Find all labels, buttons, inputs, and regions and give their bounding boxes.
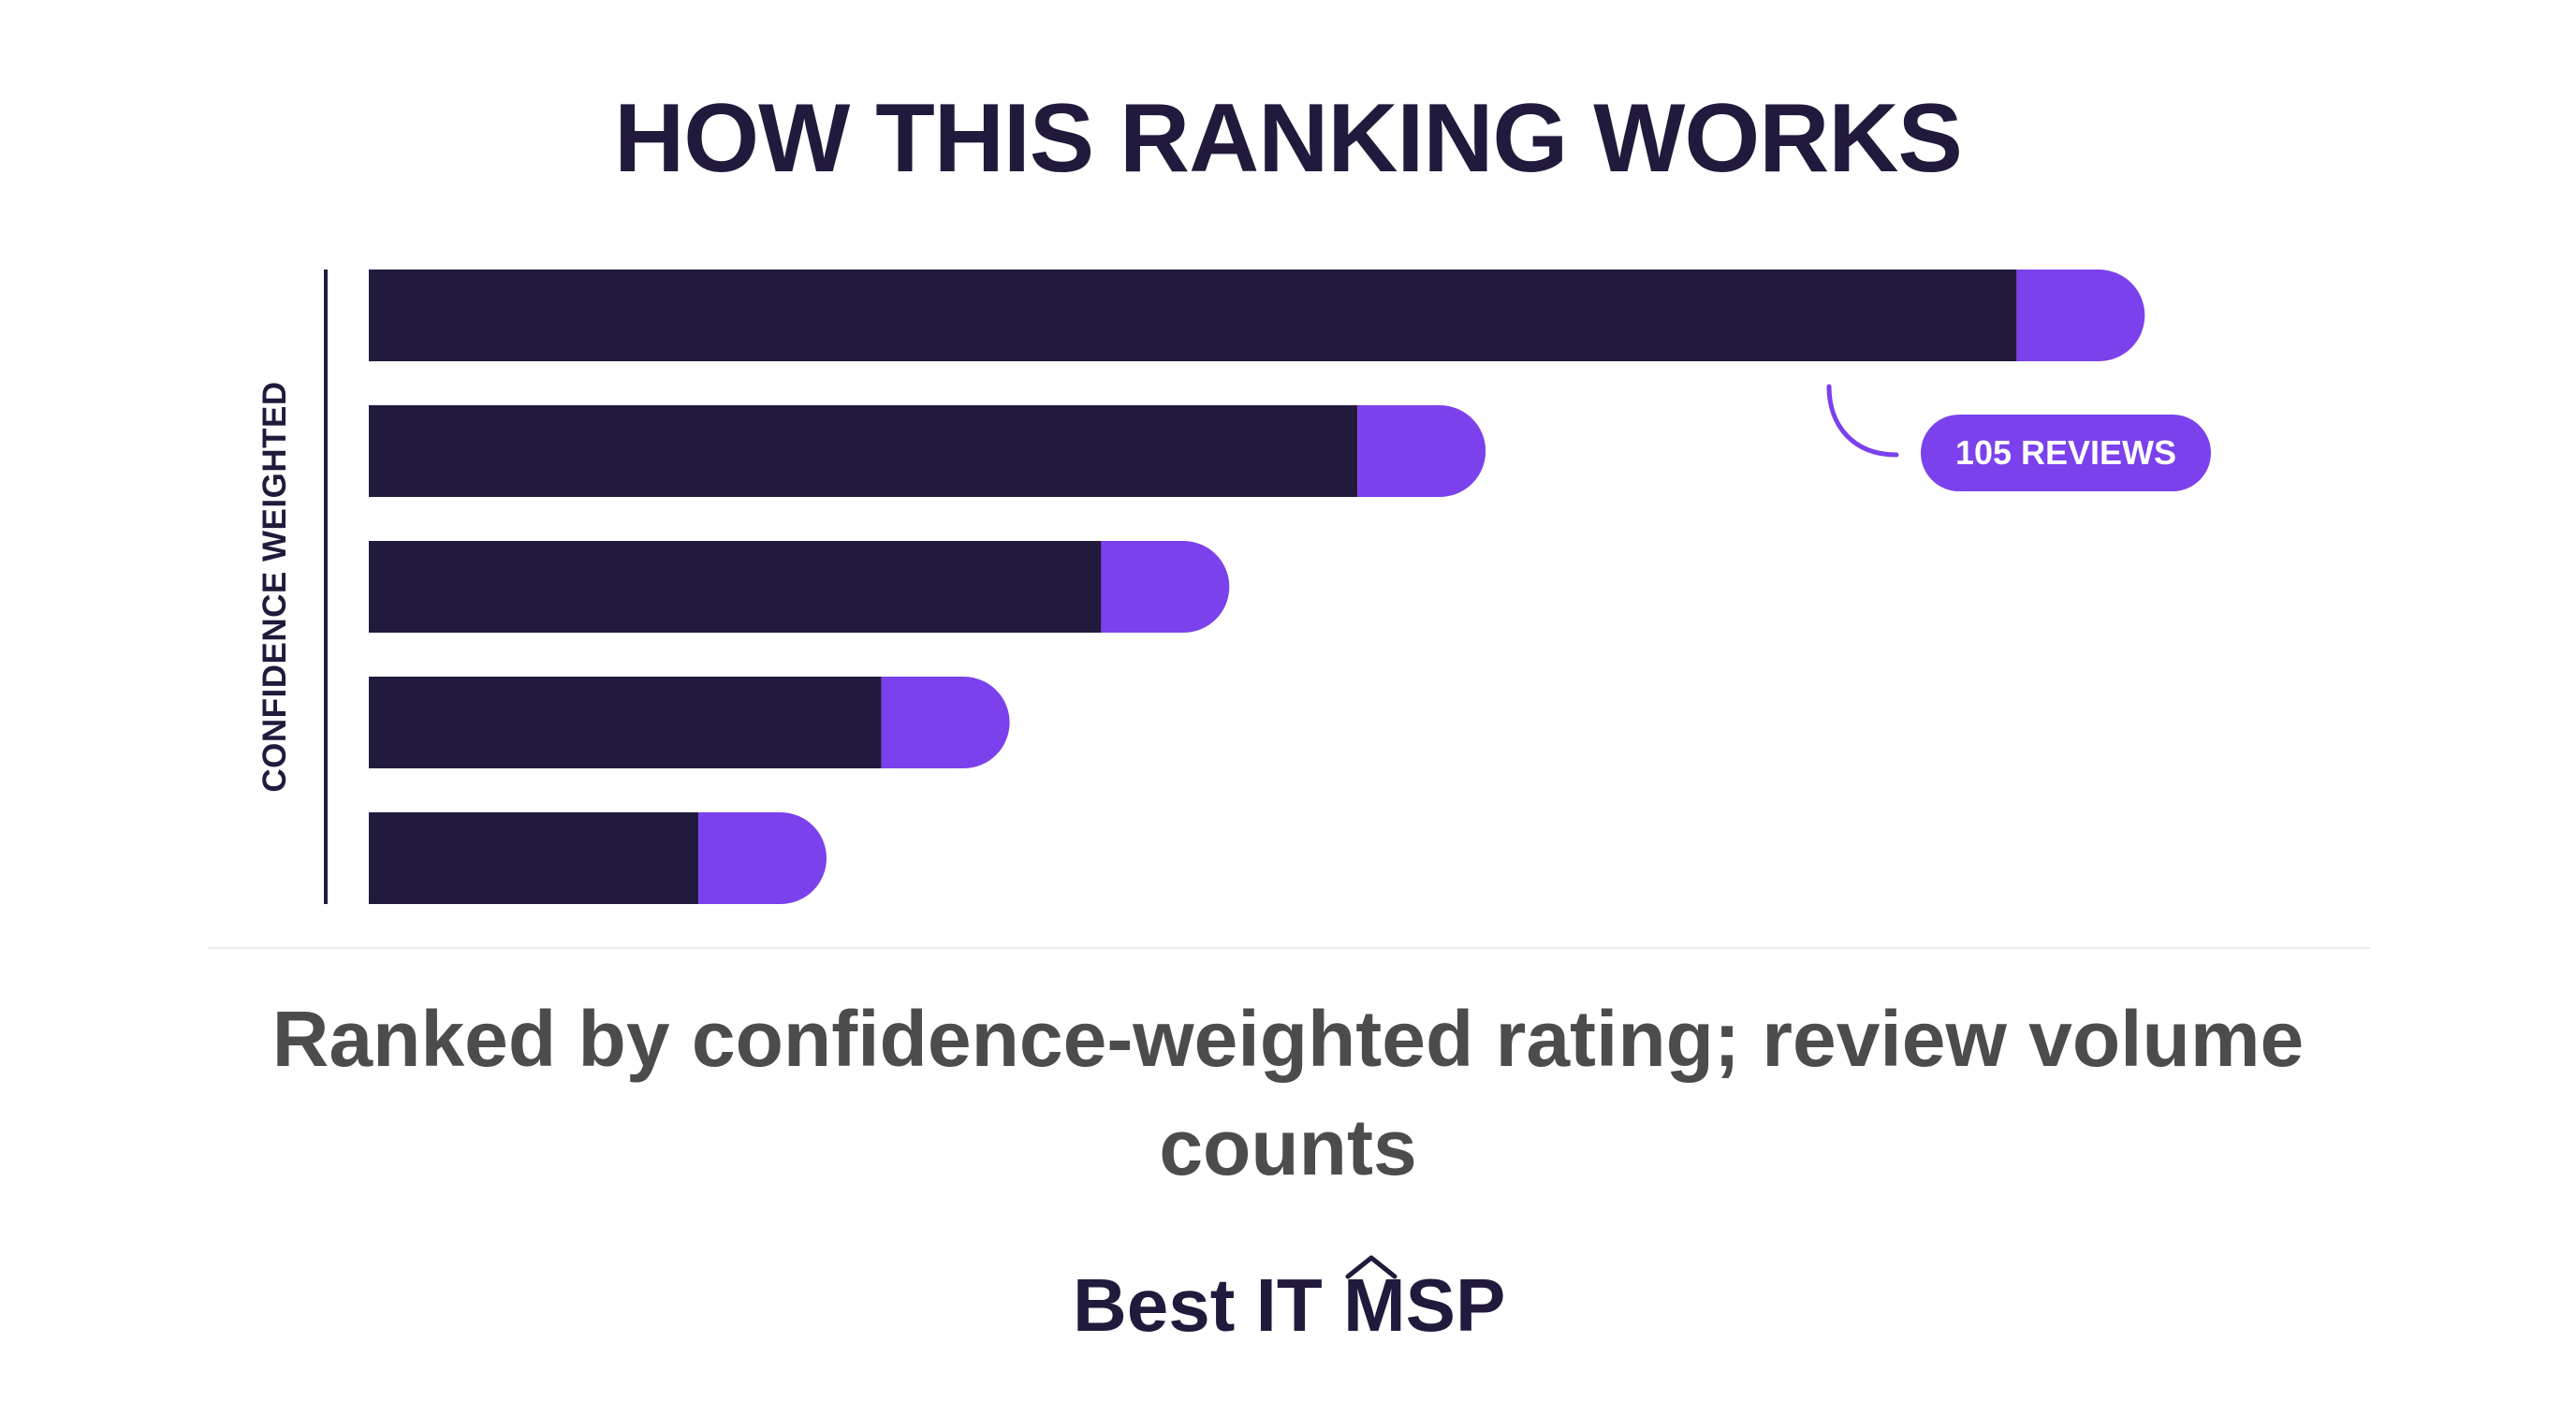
bar-confidence-5: [369, 812, 699, 904]
bars-group: [369, 270, 2145, 904]
chevron-up-icon: [1345, 1255, 1398, 1279]
bar-review-volume-2: [1357, 405, 1486, 497]
bar-confidence-1: [369, 270, 2017, 361]
bar-review-volume-4: [881, 677, 1010, 768]
brand-name: Best IT MSP: [1073, 1263, 1506, 1347]
bar-review-volume-1: [2016, 270, 2145, 361]
y-axis-label: CONFIDENCE WEIGHTED: [256, 381, 293, 793]
callout-connector: [1826, 384, 1899, 458]
chart-caption: Ranked by confidence-weighted rating; re…: [271, 995, 2305, 1191]
bar-confidence-4: [369, 677, 882, 768]
divider: [208, 947, 2370, 949]
brand-logo: Best IT MSP: [1073, 1254, 1505, 1357]
chart-title: HOW THIS RANKING WORKS: [614, 84, 1963, 193]
bar-review-volume-3: [1101, 541, 1230, 633]
bar-review-volume-5: [698, 812, 827, 904]
reviews-badge: 105 REVIEWS: [1921, 415, 2211, 491]
bar-confidence-2: [369, 405, 1358, 497]
ranking-bar-chart: [324, 270, 2145, 904]
bar-confidence-3: [369, 541, 1102, 633]
